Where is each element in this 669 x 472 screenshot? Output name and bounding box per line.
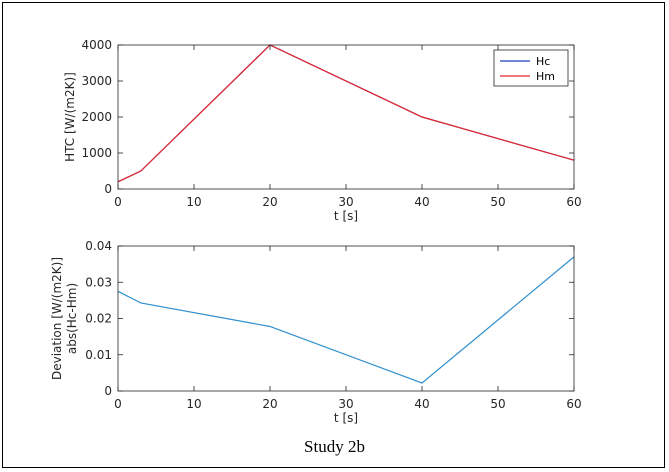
chart-1-legend-box — [493, 49, 569, 87]
chart-2-x-tick-label: 20 — [262, 397, 277, 411]
deviation-chart: 0 10 20 30 40 50 60 0 0.01 0.02 0.03 0.04 t [s] Devia… — [50, 239, 582, 425]
chart-2-y-tick-label: 0 — [104, 384, 112, 398]
chart-2-x-tick-label: 60 — [566, 397, 581, 411]
chart-1-legend-label-hc: Hc — [536, 55, 550, 68]
chart-1-y-tick-label: 2000 — [81, 110, 112, 124]
chart-1-x-tick-label: 10 — [186, 195, 201, 209]
chart-2-x-tick-label: 10 — [186, 397, 201, 411]
chart-1-y-tick-label: 0 — [104, 182, 112, 196]
chart-1-legend-label-hm: Hm — [536, 70, 555, 83]
chart-2-y-tick-label: 0.02 — [85, 312, 112, 326]
chart-1-x-tick-label: 0 — [114, 195, 122, 209]
chart-1-x-tick-label: 40 — [414, 195, 429, 209]
chart-2-y-tick-label: 0.01 — [85, 348, 112, 362]
chart-1-x-tick-label: 60 — [566, 195, 581, 209]
figure-caption: Study 2b — [304, 437, 365, 456]
chart-1-y-axis-label: HTC [W/(m2K)] — [63, 72, 77, 162]
chart-2-y-tick-label: 0.04 — [85, 239, 112, 253]
htc-chart: 0 10 20 30 40 50 60 0 1000 2000 3000 4000 t [s] HTC [… — [63, 38, 582, 223]
chart-2-y-tick-label: 0.03 — [85, 275, 112, 289]
chart-2-x-tick-label: 0 — [114, 397, 122, 411]
chart-2-plot-area — [118, 246, 574, 391]
chart-2-x-tick-label: 50 — [490, 397, 505, 411]
chart-2-series-line-line — [117, 256, 575, 384]
chart-2-y-axis-label: abs(Hc-Hm) — [65, 283, 79, 354]
chart-1-y-tick-label: 1000 — [81, 146, 112, 160]
chart-2-x-axis-label: t [s] — [334, 411, 358, 425]
chart-1-x-tick-label: 20 — [262, 195, 277, 209]
chart-1-x-axis-label: t [s] — [334, 209, 358, 223]
chart-1-x-tick-label: 50 — [490, 195, 505, 209]
chart-1-x-tick-label: 30 — [338, 195, 353, 209]
chart-2-y-axis-label: Deviation [W/(m2K)] — [50, 257, 64, 380]
chart-1-y-tick-label: 3000 — [81, 74, 112, 88]
chart-2-x-tick-label: 30 — [338, 397, 353, 411]
chart-2-x-tick-label: 40 — [414, 397, 429, 411]
chart-1-y-tick-label: 4000 — [81, 38, 112, 52]
